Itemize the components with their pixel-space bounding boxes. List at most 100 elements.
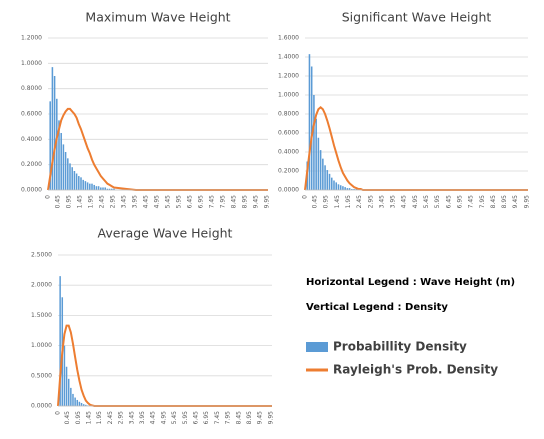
bar (326, 170, 329, 190)
bar (319, 150, 322, 190)
y-tick-label: 2.0000 (31, 282, 52, 289)
bar (333, 180, 335, 190)
x-tick-label: 0.45 (312, 195, 319, 209)
legend-label: Rayleigh's Prob. Density (333, 363, 498, 377)
annotation: Vertical Legend : Density (306, 302, 448, 313)
bar (111, 188, 113, 190)
annotation: Horizontal Legend : Wave Height (m) (306, 277, 515, 288)
x-tick-label: 6.45 (186, 195, 193, 209)
y-tick-label: 0.8000 (278, 111, 299, 118)
y-tick-label: 1.0000 (278, 92, 299, 99)
bar (322, 158, 324, 190)
bar (106, 188, 109, 190)
bar (97, 186, 100, 190)
x-tick-label: 9.45 (257, 411, 264, 425)
y-tick-label: 0.6000 (21, 111, 42, 118)
x-tick-label: 5.95 (182, 411, 189, 425)
x-tick-label: 8.95 (246, 411, 253, 425)
y-tick-label: 0.2000 (21, 161, 42, 168)
x-tick-label: 5.45 (423, 195, 430, 209)
bar (67, 158, 69, 190)
x-tick-label: 0.45 (54, 195, 61, 209)
y-tick-label: 0.0000 (278, 187, 299, 194)
legend-label: Probabillity Density (333, 340, 467, 354)
x-tick-label: 1.95 (87, 195, 94, 209)
bar (346, 188, 349, 190)
y-tick-label: 1.6000 (278, 35, 299, 42)
x-tick-label: 5.45 (171, 411, 178, 425)
bar (84, 181, 87, 190)
x-tick-label: 3.45 (128, 411, 135, 425)
x-tick-label: 0.95 (65, 195, 72, 209)
bar (342, 186, 344, 190)
bar (328, 173, 331, 190)
line (47, 107, 268, 191)
x-tick-label: 4.45 (401, 195, 408, 209)
bar (49, 101, 51, 190)
x-tick-label: 7.95 (225, 411, 232, 425)
x-tick-label: 3.95 (390, 195, 397, 209)
bar (91, 183, 93, 190)
bar (59, 276, 61, 406)
bar (102, 187, 104, 190)
bar (344, 187, 346, 190)
x-tick-label: 6.95 (197, 195, 204, 209)
x-tick-label: 0 (45, 195, 52, 199)
y-tick-label: 1.2000 (21, 35, 42, 42)
y-tick-label: 0.2000 (278, 168, 299, 175)
bar (339, 185, 342, 190)
x-tick-label: 9.45 (512, 195, 519, 209)
y-tick-label: 0.6000 (278, 130, 299, 137)
x-tick-label: 3.95 (139, 411, 146, 425)
chart-title: Maximum Wave Height (85, 10, 230, 25)
bar (93, 184, 95, 190)
chart-title: Significant Wave Height (342, 10, 492, 25)
bar (80, 177, 82, 190)
bar (73, 171, 76, 190)
x-tick-label: 3.45 (378, 195, 385, 209)
bar (62, 144, 65, 190)
x-tick-label: 7.45 (468, 195, 475, 209)
bar (355, 189, 358, 190)
bar (108, 188, 111, 190)
x-tick-label: 5.45 (164, 195, 171, 209)
x-tick-label: 9.95 (263, 195, 270, 209)
bar (324, 165, 326, 190)
x-tick-label: 8.45 (235, 411, 242, 425)
x-tick-label: 5.95 (434, 195, 441, 209)
x-tick-label: 0 (55, 411, 62, 415)
bar (53, 76, 56, 190)
x-tick-label: 1.45 (334, 195, 341, 209)
bar (330, 177, 333, 190)
x-tick-label: 3.45 (120, 195, 127, 209)
bar (65, 366, 68, 406)
x-tick-label: 6.45 (193, 411, 200, 425)
x-tick-label: 2.95 (118, 411, 125, 425)
bar (80, 402, 83, 406)
y-tick-label: 0.0000 (31, 403, 52, 410)
y-tick-label: 1.2000 (278, 73, 299, 80)
bar (51, 67, 54, 190)
x-tick-label: 4.95 (412, 195, 419, 209)
x-tick-label: 1.45 (76, 195, 83, 209)
y-tick-label: 1.5000 (31, 312, 52, 319)
bar (71, 167, 73, 190)
bar (75, 173, 78, 190)
y-tick-label: 0.4000 (21, 136, 42, 143)
bar (353, 189, 355, 190)
x-tick-label: 6.95 (456, 195, 463, 209)
x-tick-label: 8.45 (230, 195, 237, 209)
x-tick-label: 4.45 (142, 195, 149, 209)
bar (82, 179, 84, 190)
x-tick-label: 0.45 (64, 411, 71, 425)
x-tick-label: 2.95 (367, 195, 374, 209)
x-tick-label: 7.95 (479, 195, 486, 209)
bar (67, 378, 70, 406)
bar (315, 118, 317, 190)
bar (63, 345, 66, 406)
bar (86, 182, 89, 190)
x-tick-label: 9.95 (523, 195, 530, 209)
x-tick-label: 6.45 (445, 195, 452, 209)
